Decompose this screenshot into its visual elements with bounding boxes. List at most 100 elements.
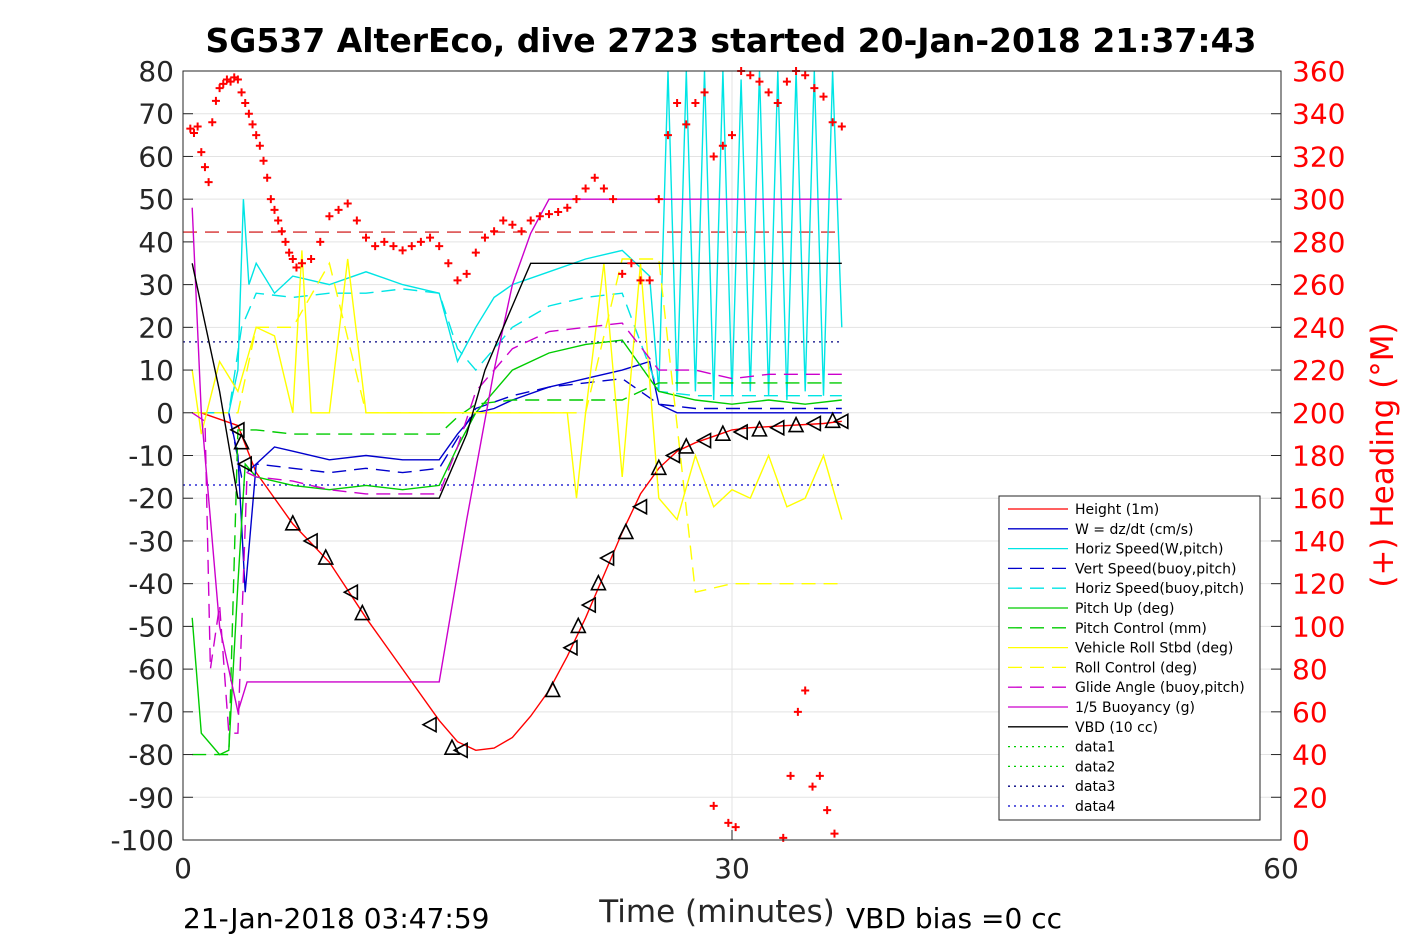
left-tick-label: -70: [128, 696, 174, 729]
left-tick-label: -10: [128, 440, 174, 473]
heading-point: [517, 227, 526, 236]
legend-box: [998, 495, 1261, 821]
dive-marker: [598, 549, 615, 567]
dive-marker: [443, 738, 461, 755]
dive-marker: [233, 432, 250, 450]
heading-point: [444, 259, 453, 268]
heading-point: [490, 227, 499, 236]
heading-point: [815, 771, 824, 780]
legend-entry: data2: [1075, 759, 1115, 775]
dive-marker: [284, 514, 302, 531]
dive-marker: [805, 415, 822, 432]
heading-point: [673, 99, 682, 108]
left-tick-label: 10: [138, 354, 174, 387]
legend-entry: Vert Speed(buoy,pitch): [1075, 561, 1237, 577]
heading-point: [211, 96, 220, 105]
heading-point: [554, 207, 563, 216]
heading-point: [782, 77, 791, 86]
dive-marker: [421, 716, 437, 733]
dive-marker: [787, 415, 805, 433]
heading-point: [709, 152, 718, 161]
right-tick-label: 260: [1292, 269, 1345, 302]
heading-point: [471, 248, 480, 257]
legend-entry: Roll Control (deg): [1075, 660, 1197, 676]
right-axis-label: (+) Heading (°M): [1365, 322, 1401, 587]
right-tick-label: 100: [1292, 610, 1345, 643]
footer-timestamp: 21-Jan-2018 03:47:59: [183, 902, 489, 935]
x-tick-label: 30: [714, 852, 750, 885]
heading-point: [186, 124, 195, 133]
legend-entry: 1/5 Buoyancy (g): [1075, 700, 1195, 716]
heading-point: [398, 246, 407, 255]
heading-point: [728, 131, 736, 140]
series-lines: [191, 70, 843, 756]
dive-marker: [677, 437, 695, 454]
right-tick-label: 320: [1292, 140, 1345, 173]
right-tick-label: 200: [1292, 397, 1345, 430]
heading-points: [186, 67, 846, 842]
heading-point: [204, 178, 213, 187]
dive-marker: [631, 498, 648, 516]
heading-point: [590, 173, 599, 182]
dive-marker: [664, 447, 681, 464]
left-tick-label: -40: [128, 568, 174, 601]
right-tick-label: 20: [1292, 781, 1328, 814]
left-tick-label: -60: [128, 653, 174, 686]
heading-point: [263, 173, 272, 182]
dive-marker: [714, 424, 732, 441]
heading-point: [645, 276, 654, 285]
left-tick-label: 80: [138, 55, 174, 88]
heading-point: [380, 237, 389, 246]
left-tick-label: 50: [138, 183, 174, 216]
heading-point: [828, 118, 837, 127]
heading-point: [297, 259, 306, 268]
heading-point: [819, 92, 828, 101]
heading-point: [755, 77, 764, 86]
heading-point: [407, 242, 416, 251]
heading-point: [252, 131, 261, 140]
right-axis-ticks: 3603403203002802602402202001801601401201…: [1271, 55, 1345, 857]
legend-entry: data4: [1075, 799, 1116, 815]
series-line-11: [191, 262, 842, 499]
x-tick-label: 60: [1263, 852, 1299, 885]
dive-marker: [751, 420, 768, 437]
heading-point: [810, 84, 819, 93]
heading-point: [793, 707, 802, 716]
heading-point: [266, 195, 275, 204]
right-tick-label: 140: [1292, 525, 1345, 558]
right-tick-label: 240: [1292, 311, 1345, 344]
legend-entry: Glide Angle (buoy,pitch): [1075, 680, 1245, 696]
heading-point: [307, 254, 316, 263]
legend-entry: Horiz Speed(W,pitch): [1075, 542, 1223, 558]
heading-point: [618, 269, 627, 278]
heading-point: [233, 75, 242, 84]
x-axis-ticks: 0 30 60: [174, 830, 1299, 885]
left-tick-label: -30: [128, 525, 174, 558]
heading-point: [259, 156, 268, 165]
right-tick-label: 340: [1292, 98, 1345, 131]
heading-point: [215, 84, 224, 93]
dive-marker: [452, 741, 468, 759]
heading-point: [654, 195, 663, 204]
heading-point: [801, 71, 810, 80]
dive-marker: [650, 458, 668, 476]
dive-marker: [236, 455, 253, 473]
heading-point: [627, 259, 636, 268]
left-tick-label: 20: [138, 311, 174, 344]
heading-point: [244, 109, 253, 118]
right-tick-label: 80: [1292, 653, 1328, 686]
heading-point: [764, 88, 773, 97]
legend-entry: Height (1m): [1075, 502, 1159, 518]
heading-point: [599, 184, 608, 193]
heading-point: [281, 237, 290, 246]
right-tick-label: 60: [1292, 696, 1328, 729]
heading-point: [663, 131, 672, 140]
heading-point: [786, 771, 795, 780]
heading-point: [499, 216, 508, 225]
left-tick-label: -80: [128, 739, 174, 772]
heading-point: [288, 254, 297, 263]
heading-point: [526, 216, 535, 225]
dive-marker: [562, 639, 578, 657]
legend-entry: VBD (10 cc): [1075, 720, 1158, 736]
